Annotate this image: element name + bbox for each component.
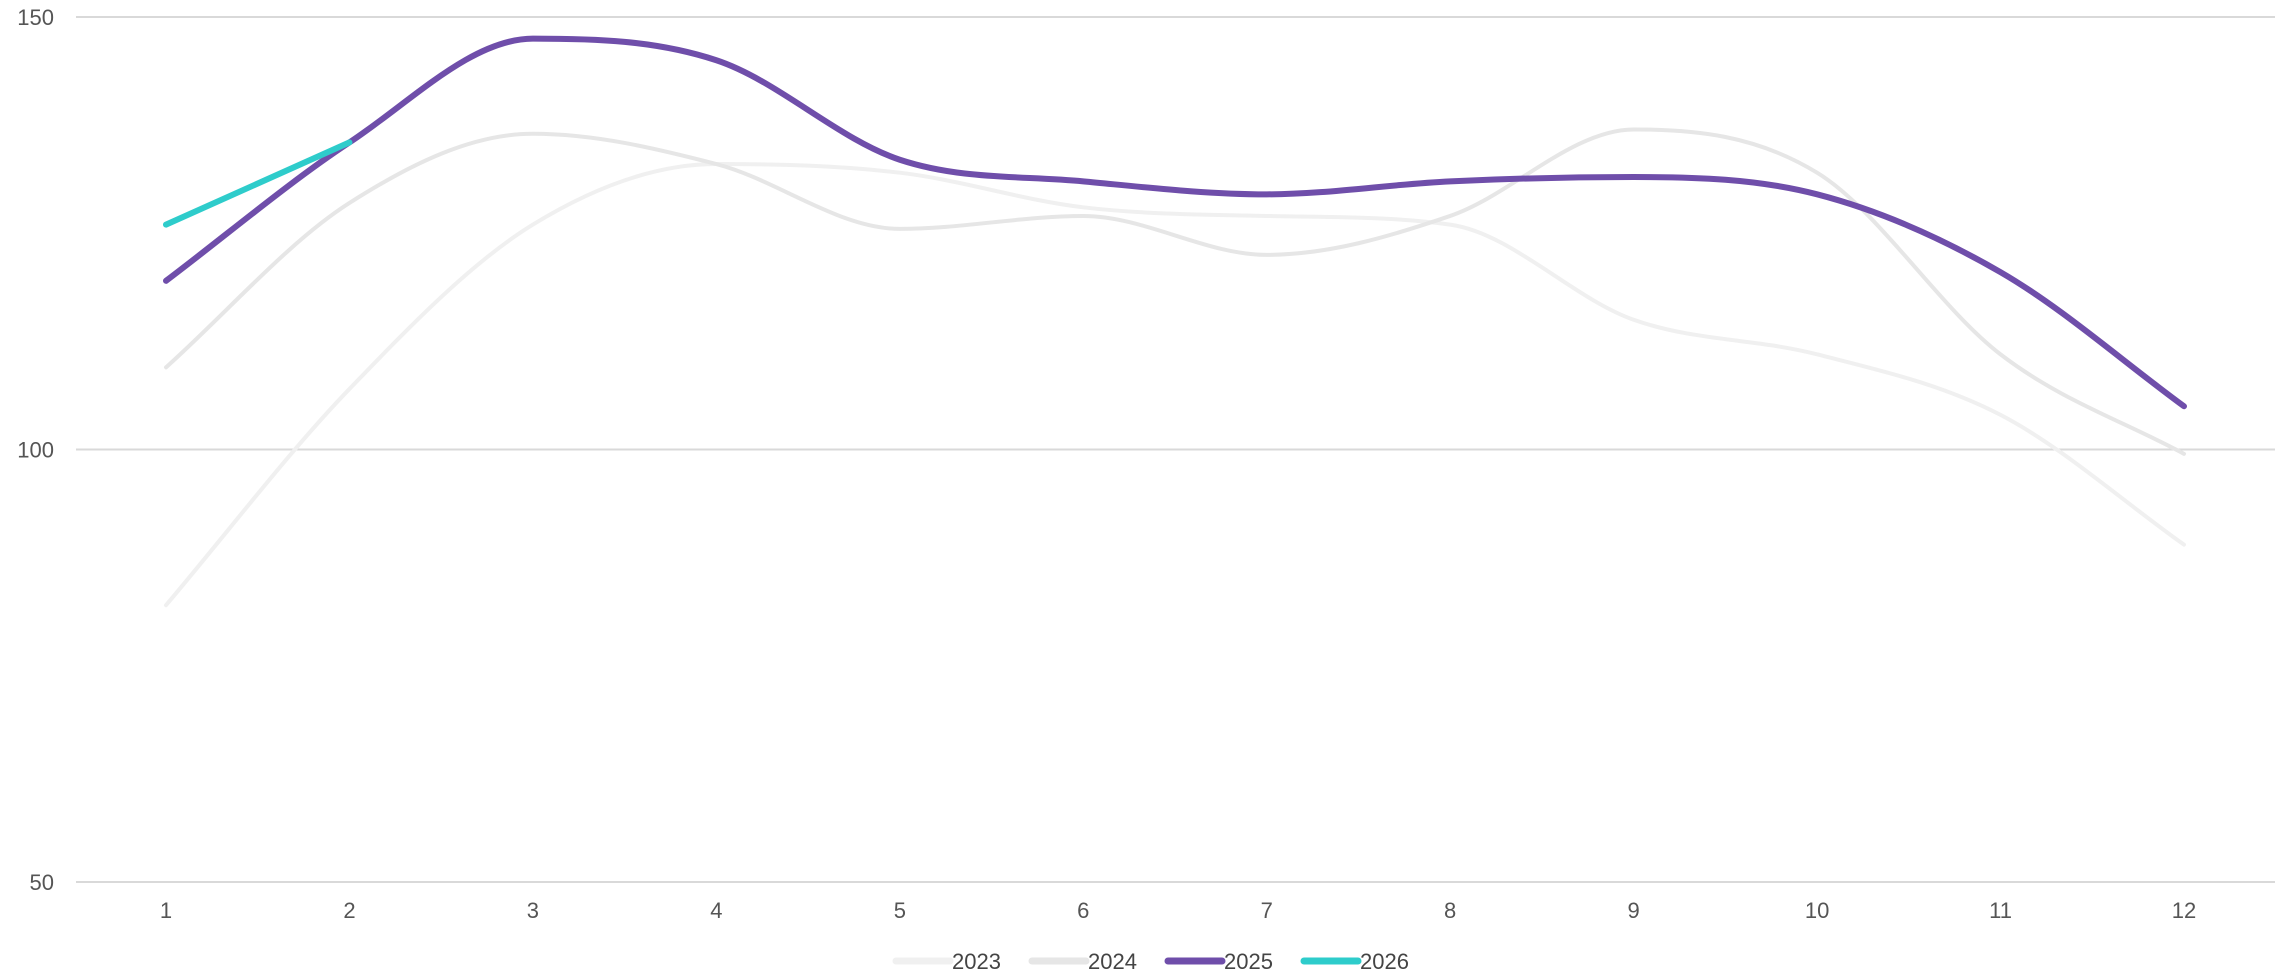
legend-item-2025[interactable]: 2025 [1164, 949, 1273, 974]
x-tick-label: 3 [527, 898, 539, 923]
y-axis-tick-labels: 150 100 50 [17, 5, 54, 895]
x-tick-label: 4 [710, 898, 722, 923]
series-line-2026 [163, 139, 353, 228]
legend-item-2024[interactable]: 2024 [1028, 949, 1137, 974]
legend-label: 2026 [1360, 949, 1409, 974]
series-line-2025 [163, 35, 2187, 410]
legend-label: 2025 [1224, 949, 1273, 974]
x-tick-label: 9 [1628, 898, 1640, 923]
x-tick-label: 2 [343, 898, 355, 923]
series-line-2023 [164, 162, 2186, 608]
x-tick-label: 11 [1989, 898, 2012, 923]
gridlines [76, 16, 2275, 883]
x-tick-label: 10 [1805, 898, 1829, 923]
x-tick-label: 7 [1261, 898, 1273, 923]
x-tick-label: 1 [160, 898, 172, 923]
y-tick-label: 150 [17, 5, 54, 30]
y-tick-label: 50 [30, 870, 54, 895]
legend-label: 2024 [1088, 949, 1137, 974]
series-line-2024 [164, 127, 2186, 456]
legend[interactable]: 2023 2024 2025 2026 [892, 949, 1409, 974]
legend-item-2026[interactable]: 2026 [1300, 949, 1409, 974]
x-tick-label: 5 [894, 898, 906, 923]
legend-label: 2023 [952, 949, 1001, 974]
series-lines [163, 35, 2187, 608]
y-tick-label: 100 [17, 438, 54, 463]
legend-item-2023[interactable]: 2023 [892, 949, 1001, 974]
x-tick-label: 8 [1444, 898, 1456, 923]
x-tick-label: 6 [1077, 898, 1089, 923]
x-axis-tick-labels: 1 2 3 4 5 6 7 8 9 10 11 12 [160, 898, 2196, 923]
x-tick-label: 12 [2172, 898, 2196, 923]
